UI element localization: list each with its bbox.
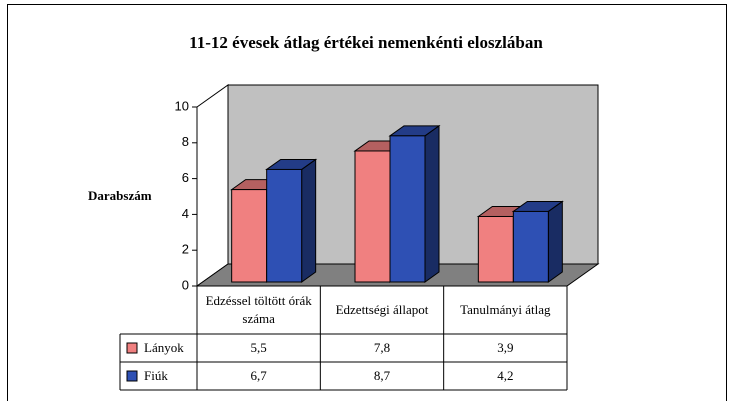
category-label: Edzéssel töltött órák száma: [205, 293, 312, 326]
data-label: 4,2: [497, 368, 513, 383]
category-label: Tanulmányi átlag: [460, 302, 551, 317]
bar: [477, 215, 514, 283]
bar: [512, 210, 549, 283]
data-label: 6,7: [251, 368, 268, 383]
bar: [389, 135, 426, 283]
side-wall: [196, 84, 229, 287]
bar-side: [547, 200, 563, 283]
bar-side: [424, 124, 440, 283]
chart-title: 11-12 évesek átlag értékei nemenkénti el…: [189, 33, 543, 52]
legend-label: Lányok: [144, 340, 184, 355]
category-label: Edzettségi állapot: [335, 302, 429, 317]
data-label: 3,9: [497, 340, 513, 355]
bar: [231, 189, 268, 283]
y-tick-label: 2: [182, 242, 189, 257]
y-axis-label: Darabszám: [88, 188, 152, 203]
bar-side: [301, 158, 317, 283]
table-header: Tanulmányi átlag: [460, 302, 551, 317]
legend-key: [126, 370, 138, 382]
y-tick-label: 0: [182, 277, 189, 292]
legend-key: [126, 342, 138, 354]
bar: [266, 168, 303, 283]
y-tick-label: 6: [182, 170, 189, 185]
data-label: 5,5: [251, 340, 267, 355]
y-tick-label: 8: [182, 134, 189, 149]
y-tick-label: 4: [182, 206, 189, 221]
table-header: Edzettségi állapot: [335, 302, 429, 317]
table-header: Edzéssel töltött órák száma: [205, 293, 312, 326]
bar: [354, 150, 391, 283]
y-tick-label: 10: [175, 98, 189, 113]
data-label: 8,7: [374, 368, 391, 383]
legend-label: Fiúk: [144, 368, 168, 383]
data-label: 7,8: [374, 340, 390, 355]
